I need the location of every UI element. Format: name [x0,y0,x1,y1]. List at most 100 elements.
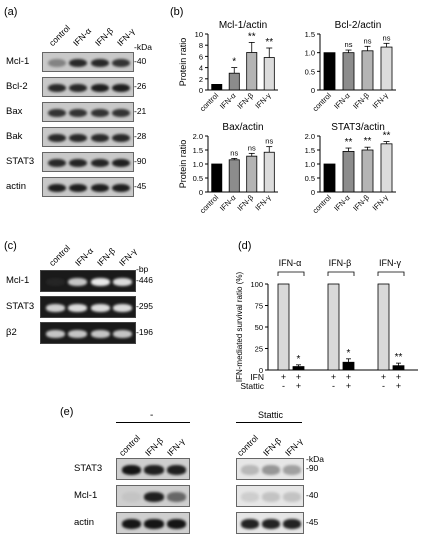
chart-stat3-actin: STAT3/actin00.51.01.52.0control**IFN-α**… [305,122,396,215]
group-label-stattic: Stattic [258,410,284,420]
band-mcl-1-0-2 [166,492,187,502]
y-tick-label: 75 [255,302,263,311]
band-stat3-1-2 [282,465,301,475]
ifn-sign: + [296,372,301,382]
band-stat3-0-1 [68,304,88,312]
stattic-sign: - [282,381,285,391]
y-tick-label: 0 [259,366,263,375]
group-bracket [327,271,355,276]
chart-bcl-2-actin: Bcl-2/actin00.51.01.5controlnsIFN-αnsIFN… [305,20,396,113]
bar-ifn [361,149,374,193]
significance-label: ** [248,31,256,42]
y-tick-label: 1.0 [305,160,315,169]
y-tick-label: 2.0 [305,132,315,141]
band-bcl-2-0-1 [69,83,88,93]
band-stat3-0-0 [47,158,66,168]
blot-row-label-bcl-2: Bcl-2 [6,81,28,92]
band-mcl-1-1-0 [241,492,260,502]
blot-strip-actin-1 [236,512,304,534]
group-label-minus: - [150,410,154,421]
band-stat3-0-1 [69,158,88,168]
band-bax-0-0 [47,108,66,118]
y-tick-label: 1.5 [305,146,315,155]
significance-label: * [232,57,236,68]
blot-strip-bax-0 [42,102,134,122]
band-stat3-0-2 [90,304,110,312]
blot-row-label-stat3: STAT3 [6,301,35,312]
blot-size-stat3: -295 [136,301,154,311]
ifn-sign: + [346,372,351,382]
band-bax-0-2 [90,108,109,118]
y-tick-label: 50 [255,323,263,332]
band-mcl-1-0-0 [47,58,66,68]
band-bax-0-1 [69,108,88,118]
band-mcl-1-0-0 [121,492,142,502]
group-title-ifn: IFN-γ [379,258,401,268]
bar-ifn [228,72,240,91]
band-actin-0-0 [121,519,142,529]
ifn-row-label: IFN [250,372,264,382]
band-actin-1-0 [241,519,260,529]
ifn-sign: + [281,372,286,382]
y-tick-label: 1.5 [305,30,315,39]
blot-strip-bak-0 [42,127,134,147]
stattic-sign: - [382,381,385,391]
blot-row-label-mcl-1: Mcl-1 [6,275,30,286]
band-stat3-0-3 [112,158,131,168]
category-label-ifn: IFN-β [351,91,371,111]
bar-control [323,52,336,91]
band-bcl-2-0-3 [112,83,131,93]
band-mcl-1-0-1 [69,58,88,68]
blot-row-label-mcl-1: Mcl-1 [6,56,30,67]
y-axis-label: Protein ratio [178,140,188,189]
blot-row-label-stat3: STAT3 [74,463,103,474]
blot-strip-stat3-1 [236,458,304,480]
band-2-0-0 [45,330,65,338]
band-stat3-1-0 [241,465,260,475]
y-tick-label: 0.5 [305,67,315,76]
bar-ifn [342,52,355,91]
significance-label: ** [364,136,372,147]
panel-label-b: (b) [170,6,184,18]
blot-size-bak: -28 [134,131,147,141]
category-label-ifn: IFN-α [218,193,238,213]
bar-ifn-1 [292,366,305,371]
bar-ifn [263,151,275,193]
blot-size-actin: -45 [306,517,319,527]
bar-ifn-0 [277,283,290,371]
band-mcl-1-0-3 [112,58,131,68]
significance-label: ** [345,137,353,148]
band-bak-0-0 [47,133,66,143]
blot-strip-actin-0 [42,177,134,197]
blot-row-label-bax: Bax [6,106,23,117]
band-2-0-1 [68,330,88,338]
y-tick-label: 6 [199,52,203,61]
band-mcl-1-1-2 [282,492,301,502]
band-mcl-1-0-2 [90,278,110,286]
ifn-sign: + [381,372,386,382]
group-title-ifn: IFN-α [279,258,302,268]
band-actin-0-1 [144,519,164,529]
significance-label: ** [265,37,273,48]
blot-size-stat3: -90 [134,156,147,166]
stattic-row-label: Stattic [240,381,264,391]
category-label-ifn: IFN-γ [253,91,273,111]
band-stat3-0-2 [166,465,187,475]
chart-title: Mcl-1/actin [219,20,267,31]
y-axis-label: Protein ratio [178,38,188,87]
y-tick-label: 4 [199,64,203,73]
band-bak-0-2 [90,133,109,143]
y-tick-label: 0.5 [305,174,315,183]
group-line-stattic [236,422,302,423]
blot-strip-mcl-1-0 [116,485,190,507]
band-bak-0-3 [112,133,131,143]
bar-ifn [246,52,258,91]
band-stat3-0-0 [45,304,65,312]
significance-label: ns [265,137,273,146]
y-tick-label: 0 [311,86,315,95]
stattic-sign: - [332,381,335,391]
blot-strip-mcl-1-0 [40,270,136,292]
panel-label-d: (d) [238,240,252,252]
